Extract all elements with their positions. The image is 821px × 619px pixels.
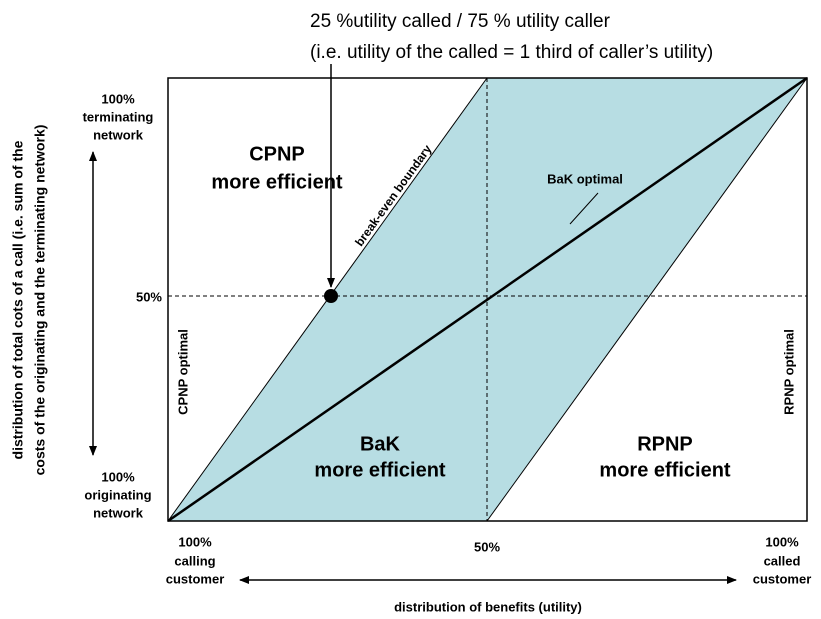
region-label: RPNP bbox=[637, 433, 693, 455]
region-label: more efficient bbox=[211, 171, 342, 193]
region-label: more efficient bbox=[314, 459, 445, 481]
annotation: (i.e. utility of the called = 1 third of… bbox=[310, 42, 713, 63]
y-bottom-label: 100% bbox=[101, 469, 135, 484]
y-title: distribution of total cots of a call (i.… bbox=[10, 140, 26, 459]
region-label: CPNP bbox=[249, 143, 305, 165]
x-right-label: 100% bbox=[765, 534, 799, 549]
y-top-label: terminating bbox=[83, 109, 154, 124]
x-left-label: calling bbox=[174, 553, 215, 568]
x-right-label: called bbox=[764, 553, 801, 568]
point bbox=[324, 289, 338, 303]
bak-optimal-line bbox=[167, 76, 808, 523]
y-top-label: network bbox=[93, 127, 144, 142]
x-left-label: customer bbox=[166, 571, 225, 586]
y-title: costs of the originating and the termina… bbox=[32, 125, 48, 476]
region-label: more efficient bbox=[599, 459, 730, 481]
y-top-label: 100% bbox=[101, 91, 135, 106]
cpnp-optimal-label: CPNP optimal bbox=[175, 329, 190, 415]
boundary-right bbox=[486, 77, 808, 522]
x-mid-label: 50% bbox=[474, 539, 500, 554]
x-title: distribution of benefits (utility) bbox=[394, 599, 582, 614]
y-mid-label: 50% bbox=[136, 289, 162, 304]
leader-line bbox=[569, 192, 599, 225]
x-left-label: 100% bbox=[178, 534, 212, 549]
annotation: 25 %utility called / 75 % utility caller bbox=[310, 11, 611, 32]
rpnp-optimal-label: RPNP optimal bbox=[781, 329, 796, 415]
region-label: BaK bbox=[360, 433, 401, 455]
bak-optimal-label: BaK optimal bbox=[547, 171, 623, 186]
x-right-label: customer bbox=[753, 571, 812, 586]
y-bottom-label: network bbox=[93, 505, 144, 520]
y-bottom-label: originating bbox=[84, 487, 151, 502]
